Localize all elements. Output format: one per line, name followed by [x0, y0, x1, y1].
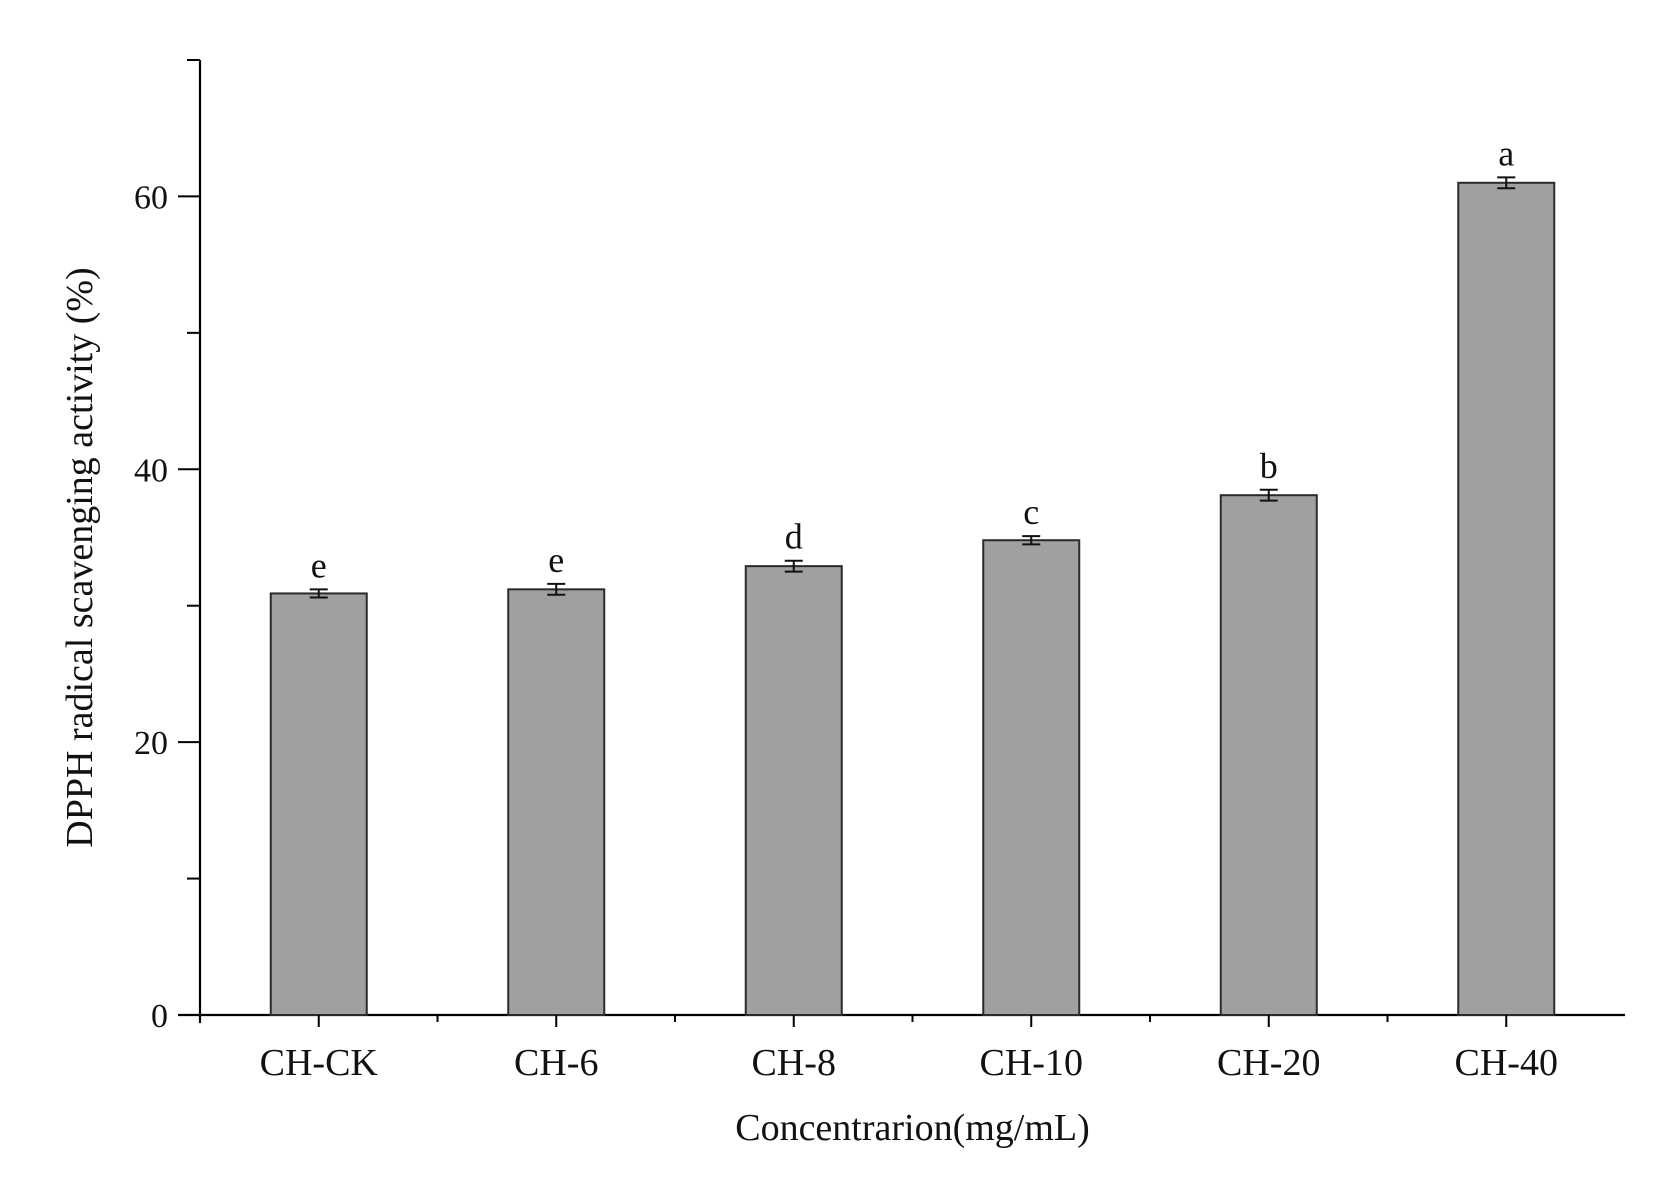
y-tick-label: 0: [151, 998, 168, 1035]
y-tick-label: 60: [134, 179, 168, 216]
significance-label: c: [1023, 492, 1039, 532]
error-bar: [1022, 535, 1041, 546]
error-bar: [309, 588, 328, 599]
x-tick-label: CH-CK: [260, 1042, 379, 1084]
bar-ch-ck: [269, 592, 368, 1017]
bar-ch-8: [744, 565, 843, 1017]
error-bar: [1259, 488, 1278, 502]
x-tick-label: CH-20: [1217, 1042, 1320, 1084]
significance-label: e: [311, 545, 327, 585]
x-tick-label: CH-10: [980, 1042, 1083, 1084]
x-tick-labels: CH-CK CH-6 CH-8 CH-10 CH-20 CH-40: [260, 1015, 1558, 1084]
bar-ch-10: [982, 539, 1081, 1016]
y-axis-title: DPPH radical scavenging activity (%): [59, 267, 101, 847]
x-tick-label: CH-6: [514, 1042, 598, 1084]
error-bar: [1497, 176, 1516, 190]
bars: e e d c b a: [269, 133, 1556, 1017]
significance-label: b: [1260, 446, 1278, 486]
x-axis-title: Concentrarion(mg/mL): [735, 1107, 1090, 1149]
axes: [178, 60, 1625, 1023]
error-bar: [784, 559, 803, 573]
significance-label: a: [1498, 133, 1514, 173]
x-tick-label: CH-40: [1455, 1042, 1558, 1084]
bar-ch-20: [1219, 494, 1318, 1016]
x-tick-label: CH-8: [752, 1042, 836, 1084]
bar-ch-6: [507, 588, 606, 1016]
y-ticks: 0 20 40 60: [134, 59, 200, 1035]
bar-ch-40: [1457, 181, 1556, 1017]
y-tick-label: 40: [134, 452, 168, 489]
y-tick-label: 20: [134, 725, 168, 762]
significance-label: d: [785, 517, 803, 557]
error-bar: [547, 582, 566, 596]
significance-label: e: [548, 540, 564, 580]
